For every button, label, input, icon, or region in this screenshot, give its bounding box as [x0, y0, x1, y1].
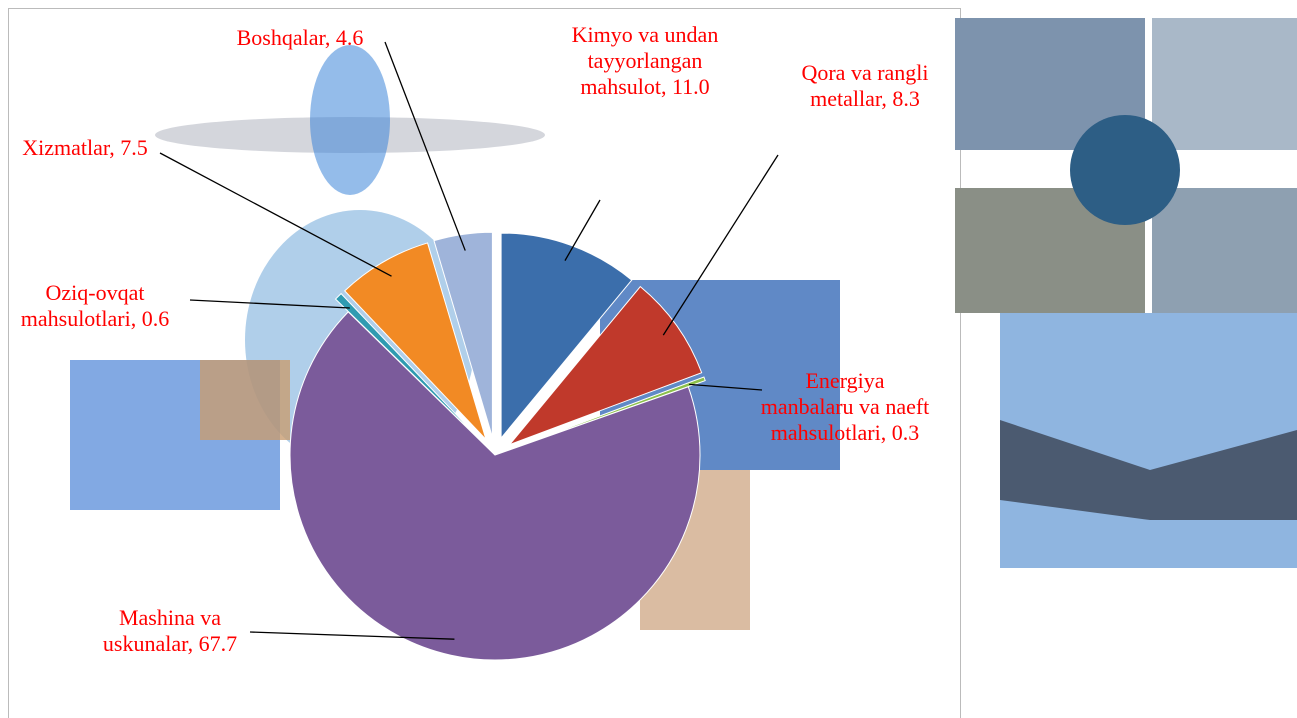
side-images	[955, 18, 1297, 568]
data-label: Energiya manbalaru va naeft mahsulotlari…	[760, 368, 930, 446]
pie-slice	[500, 232, 633, 440]
data-label: Oziq-ovqat mahsulotlari, 0.6	[0, 280, 190, 332]
pie-slice	[433, 231, 493, 438]
value-label: 4.6	[335, 25, 364, 50]
data-label: Mashina va uskunalar, 67.7	[90, 605, 250, 657]
leader-line	[189, 299, 350, 309]
category-label: Mashina va uskunalar,	[102, 605, 222, 656]
pie-slice	[508, 285, 703, 446]
hands	[1000, 420, 1297, 520]
leader-line	[249, 631, 455, 640]
value-label: 11.0	[671, 74, 710, 99]
box	[200, 360, 290, 440]
leader-line	[159, 152, 392, 277]
data-label: Kimyo va undan tayyorlangan mahsulot, 11…	[560, 22, 730, 100]
pie-slice	[511, 376, 706, 450]
leader-line	[662, 154, 779, 336]
leader-line	[384, 41, 466, 251]
category-label: Oziq-ovqat mahsulotlari,	[20, 280, 145, 331]
category-label: Energiya manbalaru va naeft mahsulotlari…	[760, 368, 930, 445]
data-label: Boshqalar, 4.6	[220, 25, 380, 51]
value-label: 0.3	[891, 420, 920, 445]
data-label: Xizmatlar, 7.5	[0, 135, 170, 161]
photo-globe	[1070, 115, 1180, 225]
chart-frame	[8, 8, 961, 718]
leader-line	[689, 383, 763, 391]
pie-slice	[289, 311, 701, 661]
category-label: Xizmatlar,	[22, 135, 115, 160]
pie-slice	[344, 242, 487, 440]
value-label: 0.6	[141, 306, 170, 331]
photo-airport	[1152, 18, 1297, 150]
airplane-body	[310, 45, 390, 195]
value-label: 8.3	[892, 86, 920, 111]
category-label: Kimyo va undan tayyorlangan mahsulot,	[571, 22, 719, 99]
pie-slice	[334, 292, 483, 443]
photo-truck	[1152, 188, 1297, 313]
value-label: 7.5	[120, 135, 148, 160]
data-label: Qora va rangli metallar, 8.3	[790, 60, 940, 112]
leader-line	[564, 199, 601, 261]
value-label: 67.7	[198, 631, 238, 656]
category-label: Boshqalar,	[236, 25, 331, 50]
category-label: Qora va rangli metallar,	[801, 60, 929, 111]
